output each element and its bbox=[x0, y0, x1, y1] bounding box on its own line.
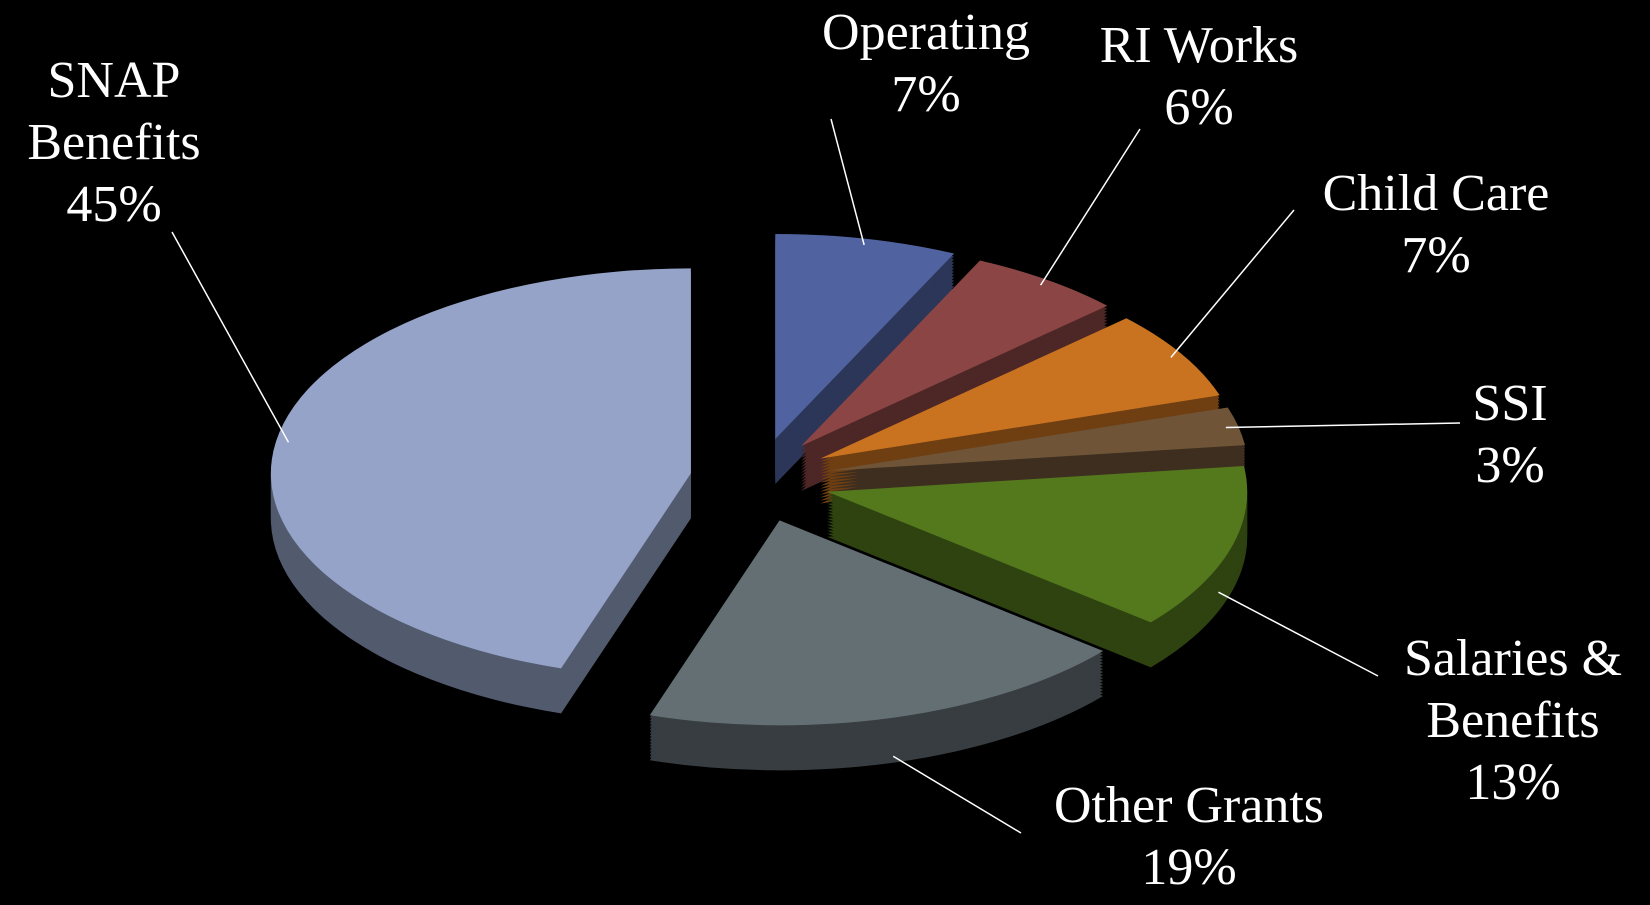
data-label: Salaries & Benefits 13% bbox=[1383, 628, 1643, 814]
value-label: 45% bbox=[66, 176, 162, 233]
slice bbox=[828, 407, 1246, 471]
leader-line bbox=[830, 118, 865, 246]
leader-line bbox=[1039, 128, 1141, 286]
leader-line bbox=[892, 755, 1022, 834]
slice bbox=[801, 260, 1108, 447]
category-label: Other Grants bbox=[1053, 777, 1325, 834]
data-label: RI Works 6% bbox=[1049, 15, 1349, 139]
data-label: Child Care 7% bbox=[1286, 163, 1586, 287]
category-label: RI Works bbox=[1099, 17, 1299, 74]
category-label: SSI bbox=[1472, 375, 1548, 432]
value-label: 7% bbox=[891, 66, 961, 123]
category-label: Operating bbox=[822, 4, 1030, 61]
value-label: 13% bbox=[1465, 754, 1561, 811]
data-label: SSI 3% bbox=[1410, 373, 1610, 497]
leader-line bbox=[1218, 591, 1379, 677]
data-label: Other Grants 19% bbox=[989, 775, 1389, 899]
category-label: Child Care bbox=[1322, 165, 1550, 222]
leader-line bbox=[1225, 422, 1461, 429]
category-label: Salaries & Benefits bbox=[1403, 630, 1623, 749]
slice bbox=[820, 318, 1220, 459]
slice bbox=[827, 466, 1248, 623]
slice bbox=[270, 268, 691, 669]
slice bbox=[775, 234, 955, 440]
value-label: 6% bbox=[1164, 79, 1234, 136]
value-label: 19% bbox=[1141, 839, 1237, 896]
leader-line bbox=[171, 231, 290, 443]
value-label: 3% bbox=[1475, 437, 1545, 494]
value-label: 7% bbox=[1401, 227, 1471, 284]
slice bbox=[649, 520, 1104, 726]
data-label: Operating 7% bbox=[776, 2, 1076, 126]
leader-line bbox=[1170, 209, 1295, 358]
category-label: SNAP Benefits bbox=[27, 52, 201, 171]
data-label: SNAP Benefits 45% bbox=[4, 50, 224, 236]
